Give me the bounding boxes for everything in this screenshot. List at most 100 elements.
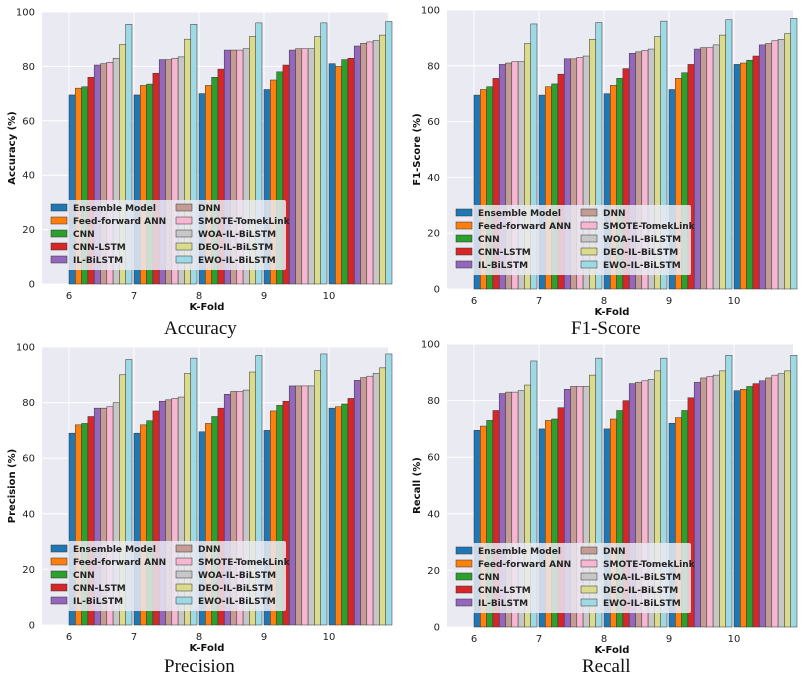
bar-ensemble-model-fold-10 bbox=[733, 390, 741, 628]
x-tick-label: 9 bbox=[666, 634, 672, 645]
legend-label-dnn: DNN bbox=[603, 209, 626, 219]
y-axis-label: F1-Score (%) bbox=[412, 113, 423, 185]
legend-swatch-feed-forward-ann bbox=[455, 559, 473, 568]
y-tick-label: 80 bbox=[427, 396, 440, 407]
bar-ewo-il-bilstm-fold-7 bbox=[190, 23, 198, 285]
bar-cnn-fold-10 bbox=[341, 403, 349, 626]
bar-il-bilstm-fold-10 bbox=[758, 44, 766, 290]
bar-dnn-fold-9 bbox=[295, 48, 303, 285]
bar-dnn-fold-9 bbox=[700, 47, 708, 290]
x-tick-label: 6 bbox=[471, 634, 477, 645]
legend-swatch-cnn-lstm bbox=[50, 583, 68, 592]
legend-label-feed-forward-ann: Feed-forward ANN bbox=[478, 222, 571, 232]
legend-label-ewo-il-bilstm: EWO-IL-BiLSTM bbox=[198, 597, 276, 607]
legend-label-deo-il-bilstm: DEO-IL-BiLSTM bbox=[603, 586, 678, 596]
bar-cnn-fold-10 bbox=[746, 386, 754, 628]
bar-deo-il-bilstm-fold-10 bbox=[379, 367, 386, 626]
caption-f1-score: F1-Score bbox=[571, 318, 641, 339]
legend-label-feed-forward-ann: Feed-forward ANN bbox=[478, 560, 571, 570]
legend-swatch-dnn bbox=[580, 208, 598, 217]
caption-recall: Recall bbox=[582, 656, 631, 677]
y-axis-label: Precision (%) bbox=[7, 449, 18, 523]
bar-deo-il-bilstm-fold-9 bbox=[314, 370, 321, 626]
legend-label-smote-tomeklink: SMOTE-TomekLink bbox=[603, 222, 696, 232]
legend-label-deo-il-bilstm: DEO-IL-BiLSTM bbox=[198, 243, 273, 253]
legend-swatch-cnn bbox=[50, 570, 68, 579]
bar-il-bilstm-fold-9 bbox=[693, 381, 701, 628]
bar-ewo-il-bilstm-fold-9 bbox=[320, 353, 328, 626]
legend-swatch-dnn bbox=[175, 203, 193, 212]
bar-cnn-lstm-fold-10 bbox=[752, 55, 760, 290]
x-tick-label: 9 bbox=[666, 296, 672, 307]
legend-label-cnn-lstm: CNN-LSTM bbox=[73, 584, 126, 594]
legend-label-cnn: CNN bbox=[73, 571, 95, 581]
x-tick-label: 8 bbox=[196, 632, 202, 643]
legend-label-ewo-il-bilstm: EWO-IL-BiLSTM bbox=[603, 261, 681, 271]
legend-swatch-feed-forward-ann bbox=[50, 557, 68, 566]
x-tick-label: 8 bbox=[601, 634, 607, 645]
x-axis-label: K-Fold bbox=[595, 307, 630, 318]
y-axis-label: Recall (%) bbox=[412, 457, 423, 514]
y-tick-label: 80 bbox=[22, 398, 35, 409]
x-axis-label: K-Fold bbox=[190, 643, 225, 654]
y-tick-label: 60 bbox=[427, 453, 440, 464]
y-tick-label: 60 bbox=[22, 116, 35, 127]
bar-il-bilstm-fold-10 bbox=[353, 380, 361, 626]
bar-ewo-il-bilstm-fold-6 bbox=[530, 23, 538, 290]
bar-ewo-il-bilstm-fold-9 bbox=[725, 19, 733, 290]
legend-label-ewo-il-bilstm: EWO-IL-BiLSTM bbox=[198, 256, 276, 266]
y-tick-label: 100 bbox=[16, 343, 35, 354]
y-tick-label: 0 bbox=[29, 621, 35, 632]
bar-smote-tomeklink-fold-10 bbox=[771, 40, 779, 290]
x-tick-label: 10 bbox=[728, 296, 741, 307]
y-tick-label: 100 bbox=[16, 8, 35, 19]
y-tick-label: 40 bbox=[22, 509, 35, 520]
legend-swatch-deo-il-bilstm bbox=[175, 583, 193, 592]
bar-woa-il-bilstm-fold-10 bbox=[777, 373, 785, 628]
y-axis-label: Accuracy (%) bbox=[7, 111, 18, 184]
y-tick-label: 60 bbox=[427, 117, 440, 128]
bar-feed-forward-ann-fold-10 bbox=[335, 406, 342, 626]
bar-cnn-fold-10 bbox=[746, 59, 754, 290]
bar-woa-il-bilstm-fold-9 bbox=[307, 48, 315, 285]
legend-swatch-woa-il-bilstm bbox=[175, 570, 193, 579]
y-tick-label: 20 bbox=[427, 229, 440, 240]
x-tick-label: 8 bbox=[601, 296, 607, 307]
y-tick-label: 40 bbox=[427, 173, 440, 184]
bar-smote-tomeklink-fold-10 bbox=[771, 374, 779, 628]
x-axis-label: K-Fold bbox=[595, 645, 630, 656]
y-tick-label: 0 bbox=[434, 285, 440, 296]
legend-label-smote-tomeklink: SMOTE-TomekLink bbox=[603, 560, 696, 570]
legend-swatch-deo-il-bilstm bbox=[175, 242, 193, 251]
legend-swatch-il-bilstm bbox=[455, 260, 473, 269]
bar-cnn-fold-10 bbox=[341, 59, 349, 285]
legend-swatch-cnn bbox=[50, 229, 68, 238]
x-tick-label: 10 bbox=[323, 632, 336, 643]
y-tick-label: 0 bbox=[29, 280, 35, 291]
bar-smote-tomeklink-fold-9 bbox=[706, 376, 714, 628]
bar-ewo-il-bilstm-fold-10 bbox=[385, 353, 393, 626]
legend-swatch-il-bilstm bbox=[455, 598, 473, 607]
legend-label-il-bilstm: IL-BiLSTM bbox=[478, 261, 528, 271]
legend-label-cnn-lstm: CNN-LSTM bbox=[478, 586, 531, 596]
bar-smote-tomeklink-fold-9 bbox=[301, 48, 309, 285]
legend-box bbox=[453, 543, 691, 613]
bar-ewo-il-bilstm-fold-6 bbox=[125, 23, 133, 285]
legend-swatch-ewo-il-bilstm bbox=[175, 596, 193, 605]
chart-f1-score: 0 20 40 60 80 100 6 7 8 9 10 K-Fold F1-Score (%) Ense… bbox=[412, 6, 798, 318]
legend-label-dnn: DNN bbox=[198, 545, 221, 555]
legend-swatch-cnn-lstm bbox=[455, 247, 473, 256]
bar-il-bilstm-fold-10 bbox=[353, 45, 361, 285]
legend-swatch-ensemble-model bbox=[50, 544, 68, 553]
legend-swatch-dnn bbox=[175, 544, 193, 553]
legend-swatch-smote-tomeklink bbox=[175, 216, 193, 225]
bar-feed-forward-ann-fold-10 bbox=[740, 62, 747, 290]
legend-swatch-ewo-il-bilstm bbox=[175, 255, 193, 264]
x-tick-label: 6 bbox=[66, 291, 72, 302]
bar-ewo-il-bilstm-fold-6 bbox=[530, 360, 538, 628]
legend-swatch-ensemble-model bbox=[50, 203, 68, 212]
legend-label-dnn: DNN bbox=[198, 204, 221, 214]
legend-label-ensemble-model: Ensemble Model bbox=[73, 545, 156, 555]
bar-ewo-il-bilstm-fold-7 bbox=[190, 357, 198, 626]
